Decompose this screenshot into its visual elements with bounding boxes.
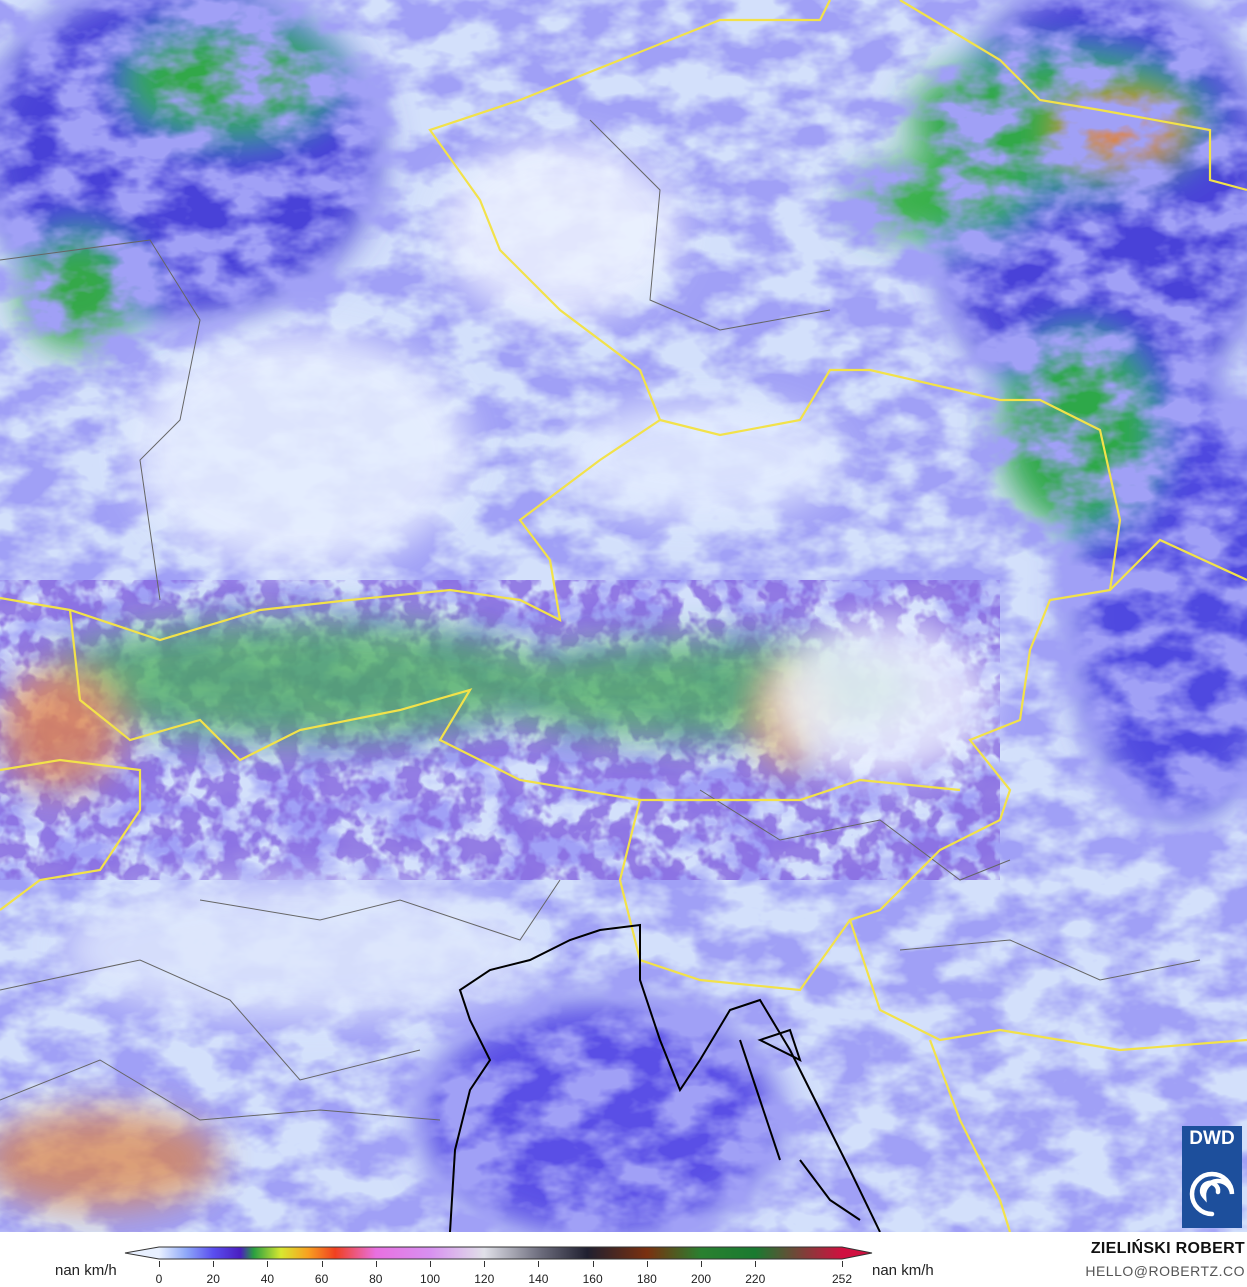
swirl-icon	[1189, 1171, 1235, 1217]
colorbar-tick	[321, 1261, 323, 1267]
colorbar-body	[124, 1246, 873, 1260]
colorbar-tick	[538, 1261, 540, 1267]
region-borders	[0, 119, 1201, 1121]
colorbar-tick	[159, 1261, 160, 1267]
coastline	[449, 923, 881, 1232]
colorbar-tick	[701, 1261, 703, 1267]
legend-left-unit: nan km/h	[55, 1262, 117, 1279]
colorbar-tick-label: 20	[206, 1272, 220, 1286]
colorbar-tick-label: 100	[420, 1272, 441, 1286]
colorbar-tick	[592, 1261, 594, 1267]
colorbar-tick	[842, 1261, 843, 1267]
legend: nan km/h 0 20 40 60 80 100 120 140 160 180 200 220 2…	[0, 1232, 1247, 1287]
colorbar-tick	[375, 1261, 377, 1267]
colorbar-tick-label: 120	[474, 1272, 495, 1286]
calm-areas	[60, 140, 990, 1020]
colorbar-tick-label: 80	[369, 1272, 383, 1286]
colorbar-tick-label: 140	[528, 1272, 549, 1286]
colorbar-tick	[646, 1261, 648, 1267]
colorbar-tick-label: 160	[582, 1272, 603, 1286]
colorbar	[124, 1246, 873, 1260]
country-borders	[0, 0, 1247, 1232]
colorbar-tick-label: 220	[745, 1272, 766, 1286]
colorbar-tick	[213, 1261, 215, 1267]
colorbar-tick-label: 252	[831, 1272, 853, 1286]
colorbar-tick	[267, 1261, 269, 1267]
author-name: ZIELIŃSKI ROBERT	[1090, 1240, 1245, 1257]
legend-right-unit: nan km/h	[872, 1262, 934, 1279]
colorbar-tick	[755, 1261, 757, 1267]
dwd-logo: DWD	[1182, 1126, 1242, 1228]
colorbar-tick	[430, 1261, 432, 1267]
colorbar-tick-label: 40	[260, 1272, 275, 1286]
dwd-logo-text: DWD	[1189, 1128, 1235, 1149]
colorbar-tick	[484, 1261, 486, 1267]
wind-gust-map	[0, 0, 1247, 1232]
colorbar-tick-label: 180	[636, 1272, 657, 1286]
colorbar-tick-label: 60	[314, 1272, 329, 1286]
author-email: HELLO@ROBERTZ.CO	[1085, 1263, 1245, 1279]
colorbar-tick-label: 200	[691, 1272, 712, 1286]
colorbar-tick-label: 0	[155, 1272, 163, 1286]
